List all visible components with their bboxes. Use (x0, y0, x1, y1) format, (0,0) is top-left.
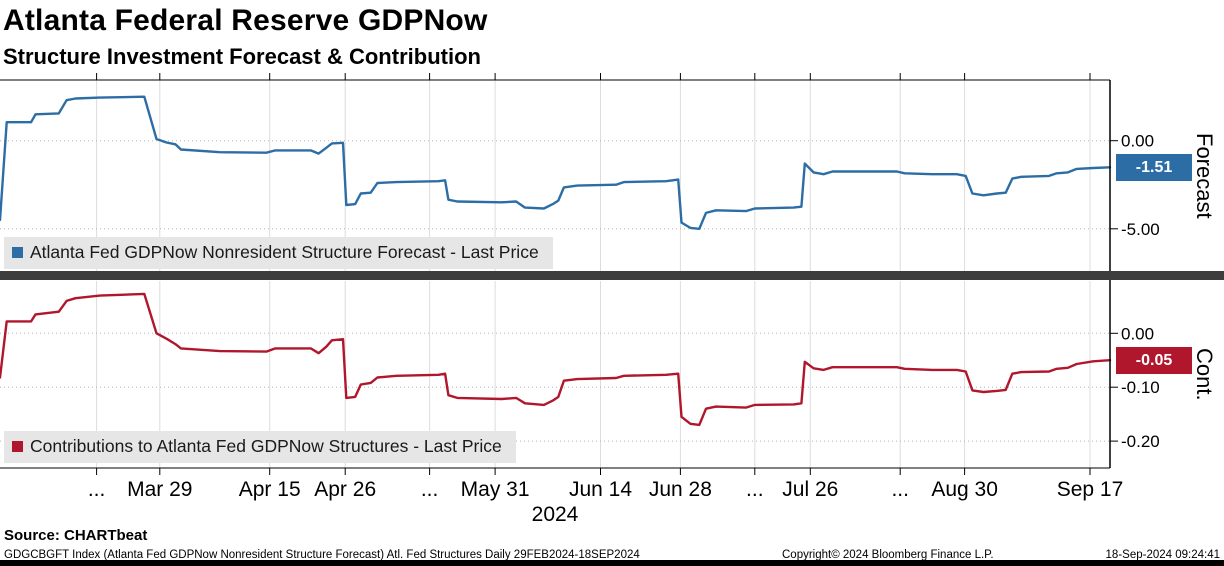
forecast-series-line (0, 95, 1112, 231)
x-tick-label: Apr 26 (314, 478, 376, 501)
footer-timestamp: 18-Sep-2024 09:24:41 (1105, 549, 1220, 561)
footer-copyright: Copyright© 2024 Bloomberg Finance L.P. (782, 549, 994, 561)
x-tick-label: Aug 30 (931, 478, 998, 501)
panel-divider (0, 271, 1224, 280)
contribution-series-line (0, 292, 1112, 427)
y-tick-label: 0.00 (1121, 132, 1154, 151)
x-tick-label: Jun 14 (569, 478, 632, 501)
y-tick-label: 0.00 (1121, 324, 1154, 343)
x-tick-label: Jun 28 (649, 478, 712, 501)
contribution-last-price-badge: -0.05 (1116, 347, 1192, 374)
x-tick-label: Jul 26 (782, 478, 838, 501)
x-tick-label: Sep 17 (1057, 478, 1124, 501)
x-tick-label: ... (891, 478, 909, 501)
legend-contribution-label: Contributions to Atlanta Fed GDPNow Stru… (30, 436, 502, 456)
forecast-axis-title: Forecast (1192, 132, 1217, 219)
source-label: Source: CHARTbeat (4, 527, 148, 544)
x-tick-label: ... (88, 478, 106, 501)
x-tick-label: May 31 (461, 478, 530, 501)
x-tick-label: ... (746, 478, 764, 501)
footer-description: GDGCBGFT Index (Atlanta Fed GDPNow Nonre… (4, 549, 640, 561)
legend-forecast-label: Atlanta Fed GDPNow Nonresident Structure… (30, 242, 539, 262)
contribution-series-swatch (12, 441, 23, 452)
y-tick-label: -0.20 (1121, 432, 1160, 451)
contribution-axis-title: Cont. (1192, 348, 1217, 401)
page-subtitle: Structure Investment Forecast & Contribu… (3, 44, 481, 69)
terminal-strip (0, 560, 1224, 566)
footer-bar: GDGCBGFT Index (Atlanta Fed GDPNow Nonre… (0, 549, 1224, 563)
forecast-last-price-badge: -1.51 (1116, 154, 1192, 181)
forecast-series-swatch (12, 247, 23, 258)
x-axis-year: 2024 (532, 503, 579, 526)
y-tick-label: -5.00 (1121, 220, 1160, 239)
page-title: Atlanta Federal Reserve GDPNow (3, 4, 488, 37)
y-tick-label: -0.10 (1121, 378, 1160, 397)
legend-contribution: Contributions to Atlanta Fed GDPNow Stru… (4, 431, 516, 463)
x-tick-label: ... (421, 478, 439, 501)
x-tick-label: Mar 29 (127, 478, 192, 501)
x-tick-label: Apr 15 (239, 478, 301, 501)
legend-forecast: Atlanta Fed GDPNow Nonresident Structure… (4, 237, 553, 269)
